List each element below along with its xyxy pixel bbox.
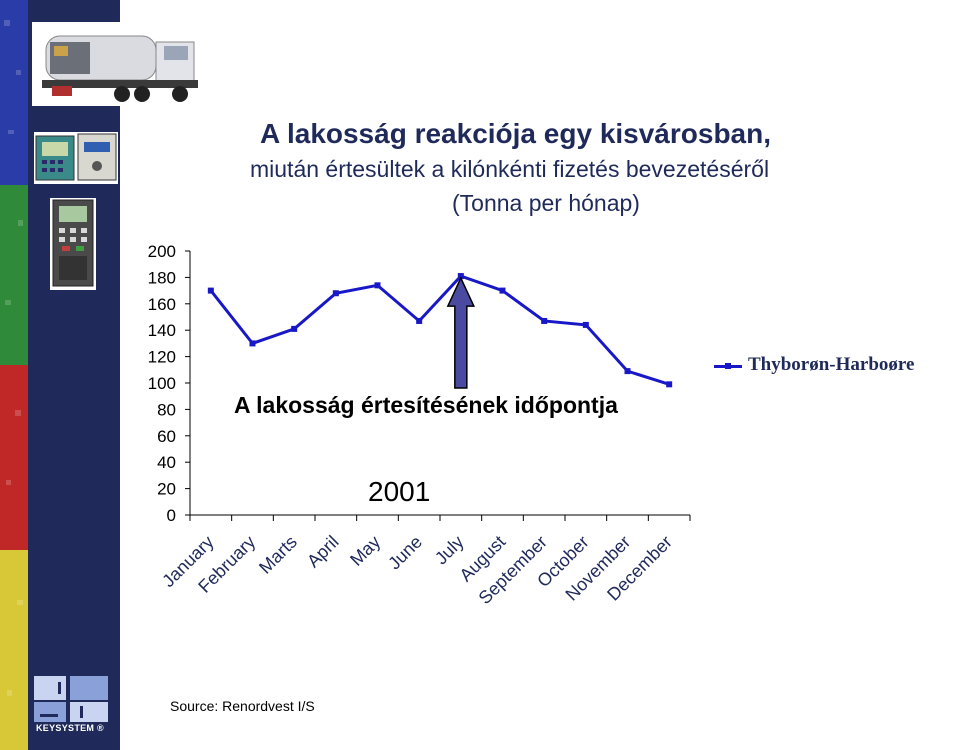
data-point bbox=[457, 273, 464, 280]
keysystem-logo bbox=[34, 676, 108, 722]
data-point bbox=[291, 325, 298, 332]
unit-label: (Tonna per hónap) bbox=[452, 190, 640, 216]
y-tick-label: 40 bbox=[157, 453, 176, 472]
y-tick-label: 180 bbox=[148, 268, 176, 287]
y-tick-label: 120 bbox=[148, 348, 176, 367]
data-point bbox=[374, 282, 381, 289]
notification-annotation: A lakosság értesítésének időpontja bbox=[234, 392, 618, 418]
x-tick-label: April bbox=[303, 532, 343, 572]
data-point bbox=[207, 287, 214, 294]
y-tick-label: 0 bbox=[167, 506, 176, 525]
sidebar: KEYSYSTEM ® bbox=[0, 0, 202, 750]
data-point bbox=[541, 317, 548, 324]
y-tick-label: 100 bbox=[148, 374, 176, 393]
keysystem-logo-text: KEYSYSTEM ® bbox=[36, 723, 104, 733]
terminal-image bbox=[50, 198, 96, 290]
x-tick-label: May bbox=[346, 532, 384, 570]
x-tick-label: June bbox=[384, 532, 426, 574]
data-point bbox=[499, 287, 506, 294]
year-label: 2001 bbox=[368, 476, 431, 507]
legend-series-name: Thyborøn-Harboøre bbox=[748, 354, 915, 375]
data-point bbox=[332, 290, 339, 297]
control-panel-image bbox=[34, 132, 118, 184]
data-point bbox=[416, 317, 423, 324]
data-point bbox=[249, 340, 256, 347]
y-tick-label: 200 bbox=[148, 242, 176, 261]
series-line bbox=[209, 274, 670, 386]
x-tick-label: Marts bbox=[255, 532, 301, 578]
source-note: Source: Renordvest I/S bbox=[170, 698, 315, 714]
slide-title: A lakosság reakciója egy kisvárosban, bbox=[260, 118, 772, 149]
y-tick-label: 20 bbox=[157, 480, 176, 499]
y-tick-label: 160 bbox=[148, 295, 176, 314]
y-tick-label: 60 bbox=[157, 427, 176, 446]
data-point bbox=[666, 381, 673, 388]
y-tick-label: 80 bbox=[157, 400, 176, 419]
annotation-arrow bbox=[446, 276, 476, 389]
data-point bbox=[624, 368, 631, 375]
x-tick-label: July bbox=[431, 532, 468, 569]
data-point bbox=[582, 321, 589, 328]
slide-subtitle: miután értesültek a kilónkénti fizetés b… bbox=[250, 156, 770, 182]
tanker-truck-image bbox=[32, 22, 202, 106]
y-tick-label: 140 bbox=[148, 321, 176, 340]
color-strip bbox=[0, 0, 28, 750]
legend-marker bbox=[725, 363, 731, 369]
